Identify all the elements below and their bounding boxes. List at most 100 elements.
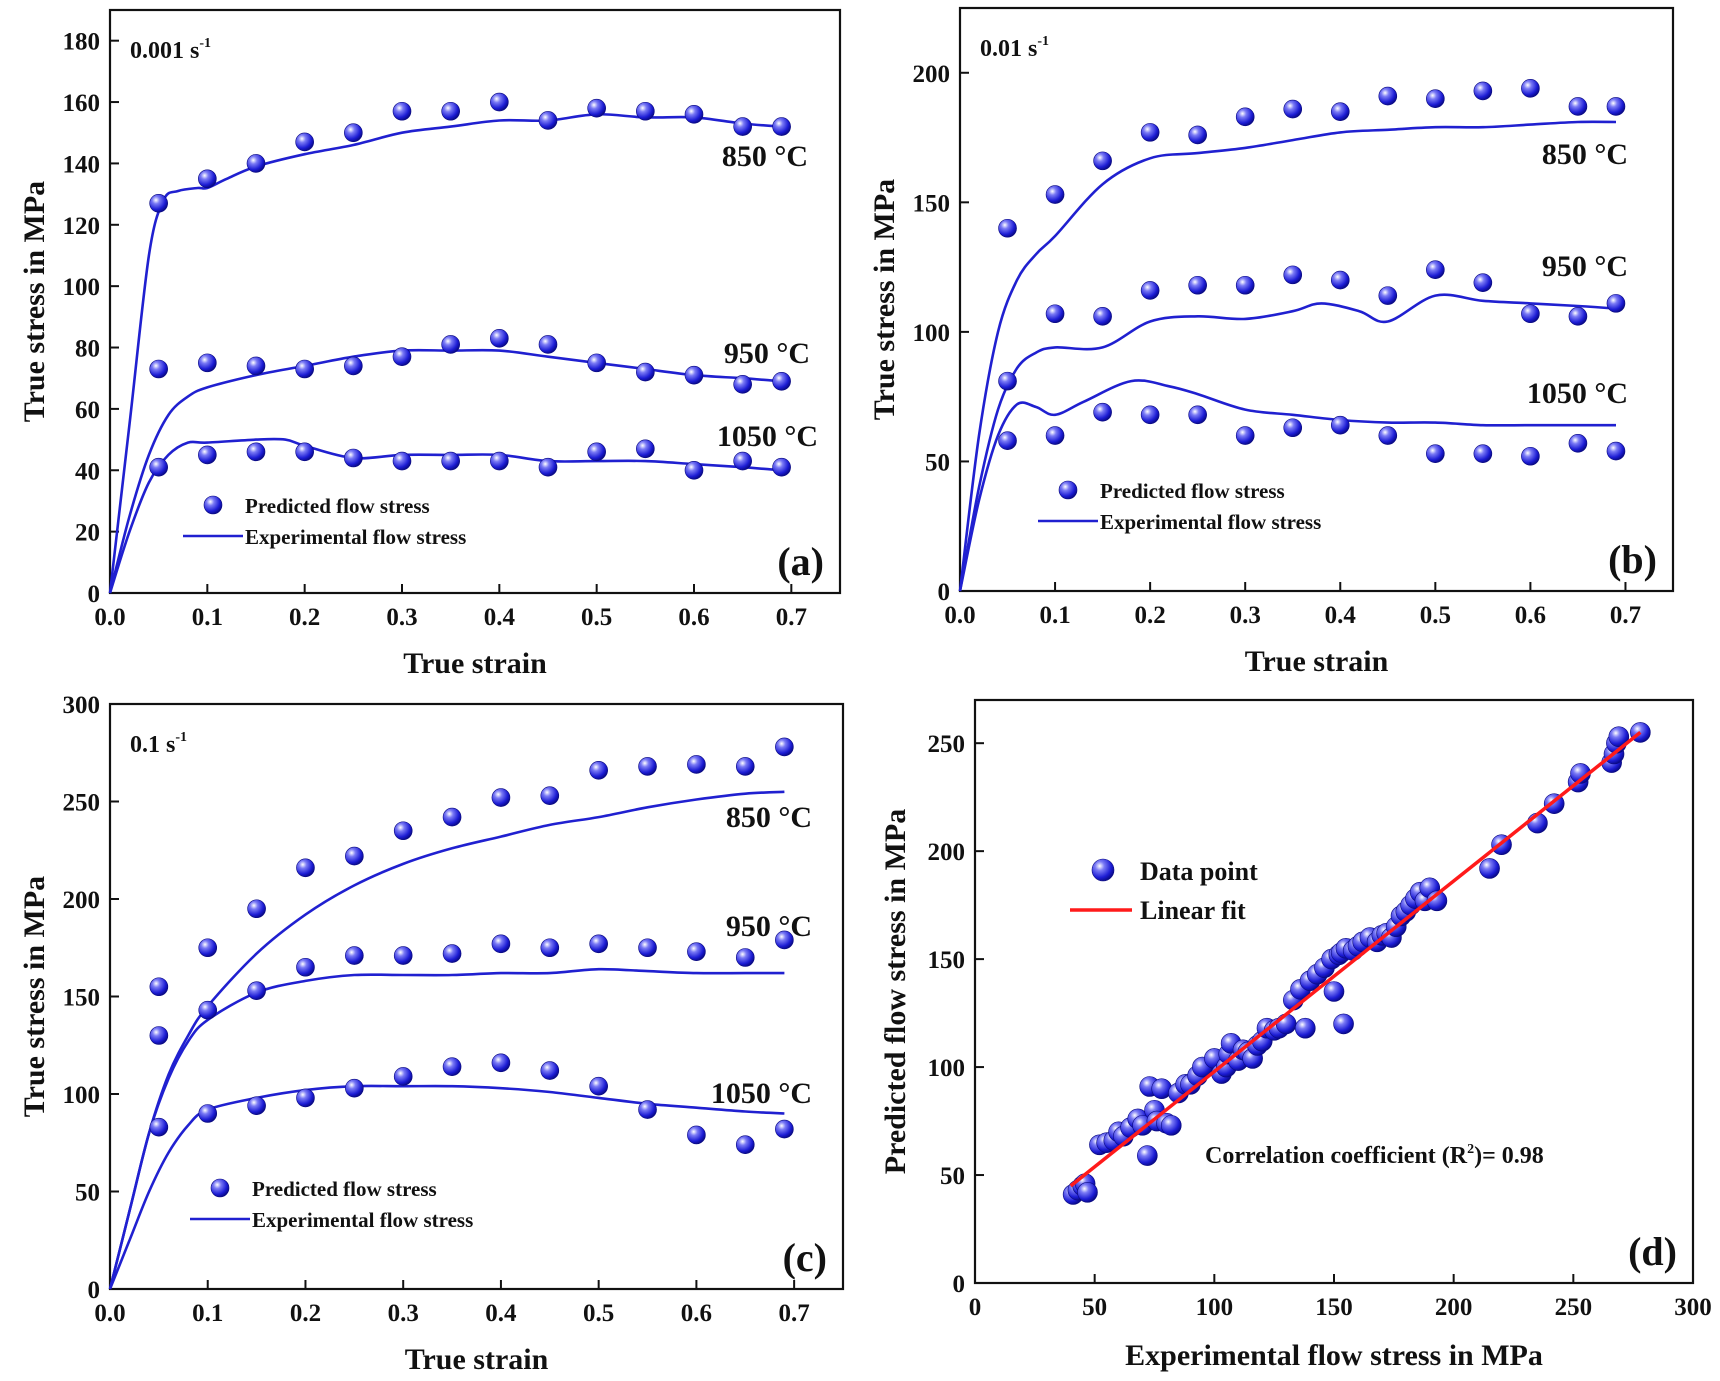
x-tick-label: 0.1 (1039, 602, 1070, 629)
predicted-point (392, 347, 412, 367)
predicted-point (198, 1104, 218, 1123)
legend-predicted-label: Predicted flow stress (1100, 479, 1285, 503)
predicted-point (1378, 286, 1398, 305)
series-label: 1050 °C (711, 1077, 812, 1110)
y-axis-title: True stress in MPa (18, 876, 51, 1117)
x-tick-label: 0.1 (192, 604, 223, 631)
predicted-point (589, 1076, 608, 1096)
predicted-point (589, 934, 608, 954)
y-tick-label: 120 (63, 213, 101, 240)
predicted-point (772, 117, 791, 136)
predicted-point (998, 218, 1017, 238)
x-axis-title: Experimental flow stress in MPa (1125, 1339, 1543, 1372)
predicted-point (149, 194, 168, 213)
legend-predicted-label: Predicted flow stress (252, 1177, 437, 1201)
strain-rate-exponent: -1 (199, 36, 211, 51)
predicted-point (393, 821, 413, 841)
predicted-point (1283, 99, 1303, 119)
predicted-point (684, 460, 704, 480)
predicted-point (1568, 97, 1588, 116)
predicted-point (1330, 415, 1350, 435)
predicted-point (246, 356, 266, 376)
predicted-point (1283, 418, 1303, 438)
x-tick-label: 0.2 (289, 604, 320, 631)
predicted-point (540, 938, 560, 958)
y-tick-label: 150 (63, 985, 101, 1012)
x-tick-label: 0.0 (94, 604, 125, 631)
predicted-point (1093, 307, 1112, 326)
predicted-point (1568, 307, 1588, 326)
y-tick-label: 160 (63, 90, 101, 117)
y-tick-label: 100 (928, 1055, 966, 1082)
predicted-point (538, 111, 558, 130)
strain-rate-value: 0.01 s (980, 36, 1037, 62)
plot-frame (108, 702, 845, 1291)
predicted-point (1378, 86, 1398, 106)
predicted-point (247, 1096, 266, 1115)
predicted-point (1235, 107, 1255, 127)
predicted-point (1378, 426, 1398, 445)
x-tick-label: 0.5 (1420, 602, 1451, 629)
predicted-point (1330, 102, 1350, 121)
panel-letter: (d) (1628, 1229, 1677, 1274)
predicted-point (392, 451, 412, 471)
predicted-point (538, 335, 558, 354)
predicted-point (1283, 265, 1303, 285)
predicted-point (775, 737, 794, 757)
y-tick-label: 150 (913, 190, 951, 217)
y-tick-label: 250 (63, 790, 101, 817)
predicted-point (149, 457, 168, 477)
predicted-point (295, 132, 314, 152)
y-axis-title: True stress in MPa (868, 179, 901, 420)
legend-marker (210, 1178, 230, 1198)
predicted-point (442, 807, 462, 827)
predicted-point (1521, 304, 1540, 324)
predicted-point (687, 755, 706, 774)
legend-experimental-label: Experimental flow stress (1100, 510, 1321, 534)
predicted-point (442, 944, 462, 963)
strain-rate-value: 0.1 s (130, 732, 175, 758)
series-label: 1050 °C (717, 420, 818, 453)
x-tick-label: 0.3 (388, 1300, 419, 1327)
predicted-point (198, 938, 218, 958)
experimental-curve-950c (108, 967, 785, 1290)
predicted-point (247, 981, 266, 1000)
y-tick-label: 0 (938, 579, 951, 606)
experimental-curve-1050c (958, 379, 1616, 592)
predicted-point (344, 123, 363, 143)
y-tick-label: 50 (940, 1163, 965, 1190)
correlation-annotation: Correlation coefficient (R2)= 0.98 (1205, 1142, 1544, 1169)
x-axis-title: True strain (403, 647, 547, 680)
predicted-point (490, 92, 509, 112)
annotation-superscript: 2 (1467, 1142, 1474, 1157)
predicted-point (1606, 294, 1626, 313)
x-axis-title: True strain (1245, 645, 1389, 678)
x-axis-title: True strain (405, 1343, 549, 1376)
predicted-point (636, 101, 655, 121)
y-tick-label: 50 (75, 1180, 100, 1207)
annotation-suffix: )= 0.98 (1474, 1143, 1544, 1169)
x-tick-label: 0.7 (1610, 602, 1641, 629)
predicted-point (198, 353, 217, 373)
strain-rate-exponent: -1 (175, 730, 187, 745)
data-point (1608, 726, 1630, 748)
y-tick-label: 150 (928, 947, 966, 974)
y-tick-label: 200 (928, 839, 966, 866)
predicted-point (345, 946, 364, 965)
predicted-point (733, 117, 752, 136)
y-tick-label: 250 (928, 731, 966, 758)
data-point (1160, 1115, 1182, 1136)
predicted-point (1093, 402, 1112, 422)
data-point (1479, 858, 1500, 879)
predicted-point (1426, 444, 1445, 463)
x-tick-label: 0.1 (192, 1300, 223, 1327)
series-label: 850 °C (1542, 138, 1628, 171)
predicted-point (735, 757, 755, 776)
y-tick-label: 0 (953, 1271, 966, 1298)
predicted-point (733, 451, 752, 471)
x-tick-label: 0.2 (1135, 602, 1166, 629)
y-tick-label: 200 (913, 61, 951, 88)
x-tick-label: 0.6 (1515, 602, 1546, 629)
predicted-point (1473, 273, 1493, 292)
panel-letter: (a) (777, 539, 824, 584)
